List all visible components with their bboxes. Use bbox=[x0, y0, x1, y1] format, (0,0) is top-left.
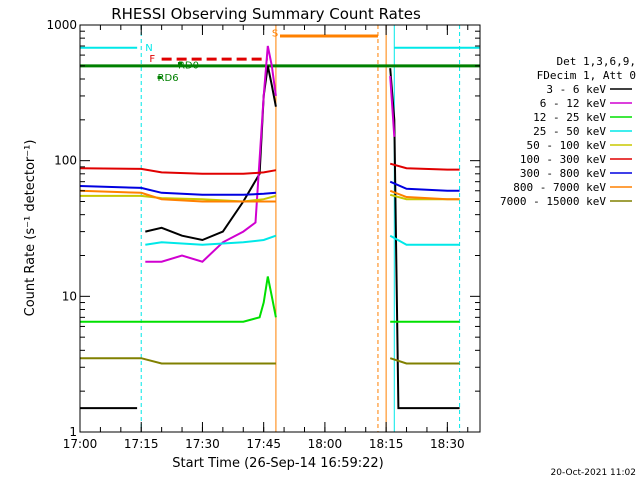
series-line bbox=[80, 180, 460, 196]
legend-entry-label: 7000 - 15000 keV bbox=[500, 195, 606, 208]
annotation-label: S bbox=[272, 29, 278, 40]
y-tick-label: 10 bbox=[62, 289, 77, 303]
legend-entry-label: 100 - 300 keV bbox=[520, 153, 606, 166]
x-tick-label: 17:45 bbox=[246, 437, 281, 451]
x-tick-label: 17:00 bbox=[63, 437, 98, 451]
y-tick-label: 1 bbox=[69, 425, 77, 439]
y-axis-label: Count Rate (s⁻¹ detector⁻¹) bbox=[23, 140, 38, 317]
legend-header: FDecim 1, Att 0 bbox=[537, 69, 636, 82]
x-axis-label: Start Time (26-Sep-14 16:59:22) bbox=[172, 456, 383, 471]
legend-entry-label: 300 - 800 keV bbox=[520, 167, 606, 180]
annotation-label: N bbox=[145, 43, 152, 54]
footer-date: 20-Oct-2021 11:02 bbox=[551, 468, 636, 478]
series-line bbox=[80, 357, 460, 365]
plot-frame bbox=[79, 24, 481, 433]
axes: 1 10 100 1000 17:00 17:15 17:30 17:45 18:00 18:15… bbox=[46, 18, 481, 451]
series-line bbox=[80, 162, 460, 175]
y-tick-label: 100 bbox=[54, 154, 77, 168]
annotation-label: RD6 bbox=[158, 73, 179, 84]
x-tick-label: 17:15 bbox=[124, 437, 159, 451]
legend-entry-label: 6 - 12 keV bbox=[540, 97, 607, 110]
legend-entry-label: 12 - 25 keV bbox=[533, 111, 606, 124]
chart-title: RHESSI Observing Summary Count Rates bbox=[111, 5, 421, 23]
legend-entry-label: 50 - 100 keV bbox=[527, 139, 607, 152]
annotation-label: F bbox=[149, 54, 155, 65]
series-line bbox=[80, 276, 460, 323]
x-tick-label: 18:00 bbox=[308, 437, 343, 451]
legend-header: Det 1,3,6,9, bbox=[557, 55, 636, 68]
x-tick-label: 18:30 bbox=[430, 437, 465, 451]
annotation-label: RD0 bbox=[178, 61, 199, 72]
x-tick-label: 18:15 bbox=[369, 437, 404, 451]
series-line bbox=[145, 45, 396, 263]
legend-entry-label: 3 - 6 keV bbox=[546, 83, 606, 96]
legend-entry-label: 25 - 50 keV bbox=[533, 125, 606, 138]
y-tick-label: 1000 bbox=[46, 18, 77, 32]
series-line bbox=[80, 189, 460, 203]
series-line bbox=[145, 234, 460, 246]
x-tick-label: 17:30 bbox=[185, 437, 220, 451]
legend-entry-label: 800 - 7000 keV bbox=[513, 181, 606, 194]
